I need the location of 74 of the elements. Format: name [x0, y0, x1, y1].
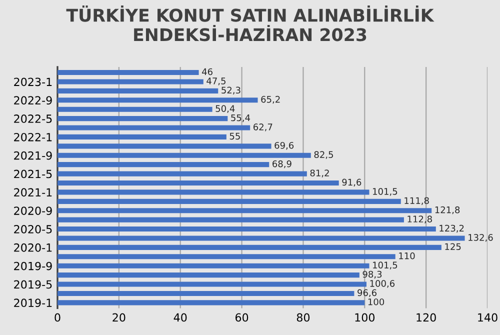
data-label: 55 — [230, 132, 240, 140]
bar — [58, 88, 218, 94]
chart-title: TÜRKİYE KONUT SATIN ALINABİLİRLİK ENDEKSİ-HAZİRAN 2023 — [66, 6, 434, 42]
bar — [58, 79, 204, 84]
bar — [58, 106, 212, 112]
data-label: 82,5 — [314, 151, 333, 159]
bar — [58, 116, 228, 122]
bar — [58, 226, 436, 232]
bar — [58, 236, 465, 241]
y-tick-label: 2022-5 — [14, 114, 52, 123]
bar — [58, 134, 226, 140]
data-label: 50,4 — [216, 105, 235, 113]
x-tick-label: 60 — [235, 313, 248, 322]
x-tick-label: 0 — [54, 313, 60, 322]
data-label: 65,2 — [261, 96, 280, 104]
bar — [58, 272, 360, 278]
x-tick-label: 20 — [112, 313, 126, 322]
data-label: 81,2 — [310, 170, 329, 178]
y-tick-label: 2021-5 — [14, 170, 52, 178]
data-label: 100 — [368, 298, 384, 306]
data-label: 46 — [202, 68, 212, 76]
data-label: 96,6 — [358, 289, 377, 298]
bar — [58, 98, 258, 103]
bar — [58, 290, 354, 296]
y-tick-label: 2022-9 — [14, 96, 52, 105]
data-label: 123,2 — [440, 224, 464, 233]
bar — [58, 254, 396, 260]
bar — [58, 300, 365, 306]
y-tick-label: 2020-9 — [14, 206, 52, 215]
bar — [58, 282, 366, 287]
data-label: 101,5 — [373, 188, 398, 196]
bar — [58, 171, 307, 176]
bar — [58, 198, 401, 204]
y-tick-label: 2019-1 — [14, 298, 52, 308]
bar — [58, 152, 311, 158]
data-label: 55,4 — [231, 114, 250, 122]
bar — [58, 125, 250, 130]
y-tick-label: 2020-5 — [14, 225, 52, 234]
data-label: 91,6 — [342, 178, 362, 187]
bar — [58, 144, 272, 149]
data-label: 62,7 — [253, 124, 272, 132]
data-label: 125 — [445, 243, 461, 250]
bar — [58, 208, 432, 214]
data-label: 68,9 — [272, 160, 292, 168]
data-label: 132,6 — [468, 234, 493, 242]
y-tick-label: 2019-9 — [14, 262, 52, 270]
bar — [58, 263, 370, 268]
data-label: 111,8 — [404, 197, 429, 205]
data-label: 112,8 — [408, 216, 432, 224]
bar — [58, 190, 370, 195]
bar — [58, 162, 270, 168]
x-tick-label: 100 — [355, 313, 375, 322]
data-label: 100,6 — [370, 280, 395, 288]
data-label: 69,6 — [274, 142, 294, 150]
y-tick-label: 2020-1 — [14, 243, 52, 252]
data-label: 47,5 — [206, 78, 226, 86]
bar — [58, 244, 442, 250]
x-tick-label: 140 — [478, 313, 498, 322]
y-tick-label: 2021-9 — [14, 151, 52, 160]
data-label: 52,3 — [222, 86, 240, 94]
y-tick-label: 2022-1 — [14, 132, 52, 142]
data-label: 110 — [399, 252, 415, 260]
y-tick-label: 2019-5 — [14, 280, 52, 289]
data-label: 98,3 — [362, 270, 382, 279]
data-label: 101,5 — [373, 262, 398, 270]
y-tick-label: 2023-1 — [14, 78, 52, 86]
bar — [58, 70, 199, 76]
y-tick-label: 2021-1 — [14, 188, 52, 197]
x-tick-label: 120 — [416, 313, 436, 322]
data-label: 121,8 — [435, 206, 460, 214]
bar — [58, 217, 404, 222]
x-tick-label: 80 — [296, 313, 310, 322]
x-tick-label: 40 — [174, 313, 187, 322]
bar — [58, 180, 339, 186]
